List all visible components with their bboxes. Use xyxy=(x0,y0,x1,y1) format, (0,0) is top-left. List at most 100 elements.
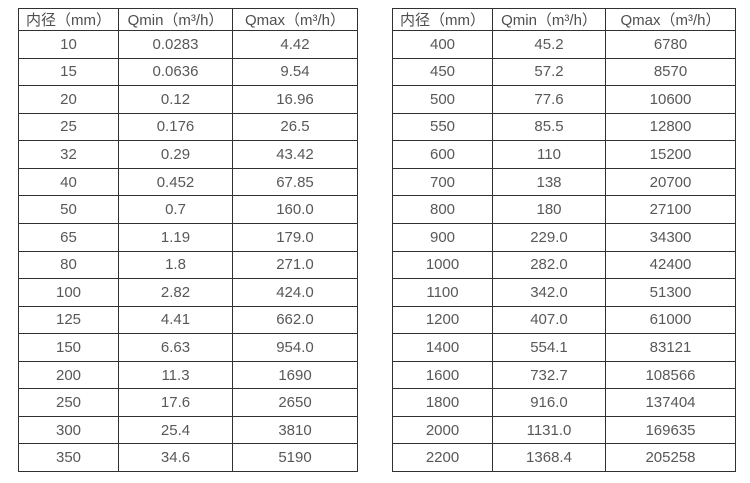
table-cell: 0.29 xyxy=(118,140,233,169)
table-cell: 250 xyxy=(18,388,119,417)
table-cell: 0.0283 xyxy=(118,30,233,59)
table-cell: 342.0 xyxy=(492,278,606,307)
table-cell: 180 xyxy=(492,195,606,224)
table-cell: 26.5 xyxy=(232,112,358,142)
table-row: 400 45.2 6780 xyxy=(392,30,736,59)
table-cell: 6.63 xyxy=(118,333,233,362)
table-cell: 900 xyxy=(392,222,493,252)
table-row: 600 110 15200 xyxy=(392,140,736,169)
table-row: 300 25.4 3810 xyxy=(18,415,358,445)
table-cell: 32 xyxy=(18,140,119,169)
table-cell: 65 xyxy=(18,222,119,252)
table-cell: 10 xyxy=(18,30,119,59)
table-row: 1200 407.0 61000 xyxy=(392,305,736,335)
table-cell: 83121 xyxy=(605,333,736,362)
table-row: 80 1.8 271.0 xyxy=(18,250,358,280)
table-cell: 179.0 xyxy=(232,222,358,252)
table-row: 1400 554.1 83121 xyxy=(392,333,736,362)
table-cell: 700 xyxy=(392,167,493,197)
table-cell: 1400 xyxy=(392,333,493,362)
table-cell: 0.7 xyxy=(118,195,233,224)
table-cell: 5190 xyxy=(232,443,358,472)
table-row: 1000 282.0 42400 xyxy=(392,250,736,280)
table-row: 2000 1131.0 169635 xyxy=(392,415,736,445)
table-cell: 43.42 xyxy=(232,140,358,169)
table-cell: 400 xyxy=(392,30,493,59)
table-cell: 150 xyxy=(18,333,119,362)
table-cell: 16.96 xyxy=(232,85,358,114)
table-row: 350 34.6 5190 xyxy=(18,443,358,472)
table-cell: 500 xyxy=(392,85,493,114)
table-cell: 0.176 xyxy=(118,112,233,142)
table-cell: 1.8 xyxy=(118,250,233,280)
table-row: 700 138 20700 xyxy=(392,167,736,197)
table-cell: 600 xyxy=(392,140,493,169)
table-row: 250 17.6 2650 xyxy=(18,388,358,417)
table-cell: 0.0636 xyxy=(118,57,233,87)
table-cell: 424.0 xyxy=(232,278,358,307)
table-row: 65 1.19 179.0 xyxy=(18,222,358,252)
table-cell: 51300 xyxy=(605,278,736,307)
col-header-qmax: Qmax（m³/h） xyxy=(605,8,736,31)
table-cell: 25 xyxy=(18,112,119,142)
table-header: 内径（mm） Qmin（m³/h） Qmax（m³/h） xyxy=(392,8,736,31)
table-cell: 662.0 xyxy=(232,305,358,335)
table-cell: 9.54 xyxy=(232,57,358,87)
table-cell: 125 xyxy=(18,305,119,335)
table-cell: 67.85 xyxy=(232,167,358,197)
table-cell: 800 xyxy=(392,195,493,224)
table-cell: 100 xyxy=(18,278,119,307)
table-row: 25 0.176 26.5 xyxy=(18,112,358,142)
table-row: 15 0.0636 9.54 xyxy=(18,57,358,87)
table-cell: 6780 xyxy=(605,30,736,59)
table-row: 150 6.63 954.0 xyxy=(18,333,358,362)
table-cell: 4.41 xyxy=(118,305,233,335)
table-row: 500 77.6 10600 xyxy=(392,85,736,114)
table-cell: 271.0 xyxy=(232,250,358,280)
table-cell: 1200 xyxy=(392,305,493,335)
table-cell: 61000 xyxy=(605,305,736,335)
table-cell: 1690 xyxy=(232,360,358,390)
table-cell: 550 xyxy=(392,112,493,142)
table-cell: 34.6 xyxy=(118,443,233,472)
table-row: 2200 1368.4 205258 xyxy=(392,443,736,472)
table-row: 20 0.12 16.96 xyxy=(18,85,358,114)
table-row: 450 57.2 8570 xyxy=(392,57,736,87)
col-header-qmin: Qmin（m³/h） xyxy=(118,8,233,31)
table-cell: 1000 xyxy=(392,250,493,280)
table-cell: 137404 xyxy=(605,388,736,417)
table-cell: 8570 xyxy=(605,57,736,87)
table-cell: 2000 xyxy=(392,415,493,445)
table-cell: 554.1 xyxy=(492,333,606,362)
table-cell: 45.2 xyxy=(492,30,606,59)
table-cell: 2200 xyxy=(392,443,493,472)
table-cell: 20700 xyxy=(605,167,736,197)
table-row: 1800 916.0 137404 xyxy=(392,388,736,417)
table-cell: 282.0 xyxy=(492,250,606,280)
table-cell: 2.82 xyxy=(118,278,233,307)
table-row: 32 0.29 43.42 xyxy=(18,140,358,169)
table-cell: 1100 xyxy=(392,278,493,307)
table-cell: 15200 xyxy=(605,140,736,169)
table-cell: 12800 xyxy=(605,112,736,142)
table-header-row: 内径（mm） Qmin（m³/h） Qmax（m³/h） xyxy=(392,8,736,31)
table-body: 10 0.0283 4.42 15 0.0636 9.54 20 0.12 16.96 25 0.1… xyxy=(18,30,358,472)
table-cell: 205258 xyxy=(605,443,736,472)
table-cell: 1.19 xyxy=(118,222,233,252)
col-header-qmin: Qmin（m³/h） xyxy=(492,8,606,31)
table-cell: 407.0 xyxy=(492,305,606,335)
table-row: 100 2.82 424.0 xyxy=(18,278,358,307)
table-cell: 42400 xyxy=(605,250,736,280)
table-cell: 4.42 xyxy=(232,30,358,59)
table-cell: 80 xyxy=(18,250,119,280)
table-row: 125 4.41 662.0 xyxy=(18,305,358,335)
table-cell: 450 xyxy=(392,57,493,87)
table-cell: 300 xyxy=(18,415,119,445)
table-row: 1600 732.7 108566 xyxy=(392,360,736,390)
table-row: 900 229.0 34300 xyxy=(392,222,736,252)
table-cell: 138 xyxy=(492,167,606,197)
table-body: 400 45.2 6780 450 57.2 8570 500 77.6 10600 550 85.… xyxy=(392,30,736,472)
table-cell: 0.452 xyxy=(118,167,233,197)
col-header-qmax: Qmax（m³/h） xyxy=(232,8,358,31)
